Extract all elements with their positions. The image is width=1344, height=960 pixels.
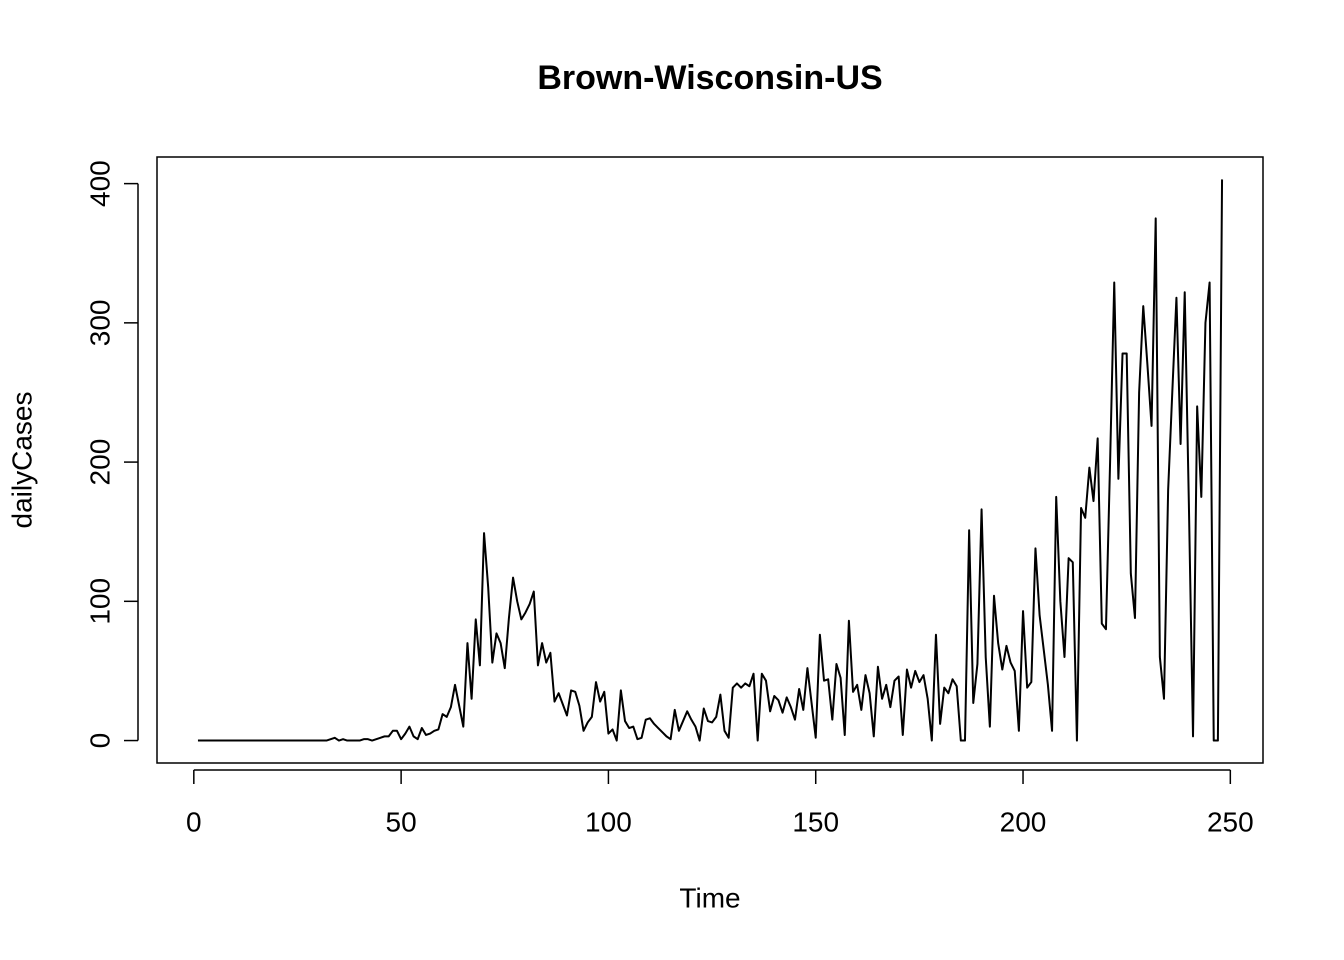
y-tick-label: 200	[84, 439, 115, 486]
x-tick-label: 0	[186, 806, 202, 837]
x-tick-label: 250	[1207, 806, 1254, 837]
y-tick-label: 400	[84, 160, 115, 207]
x-tick-label: 150	[792, 806, 839, 837]
y-axis-label: dailyCases	[6, 392, 37, 529]
x-tick-label: 100	[585, 806, 632, 837]
y-tick-label: 100	[84, 578, 115, 625]
chart-title: Brown-Wisconsin-US	[537, 59, 882, 97]
data-line	[197, 179, 1224, 742]
x-tick-label: 50	[386, 806, 417, 837]
plot-frame	[156, 156, 1264, 764]
y-tick-label: 300	[84, 299, 115, 346]
x-axis-label: Time	[679, 882, 740, 913]
y-tick-label: 0	[84, 733, 115, 749]
x-tick-label: 200	[1000, 806, 1047, 837]
